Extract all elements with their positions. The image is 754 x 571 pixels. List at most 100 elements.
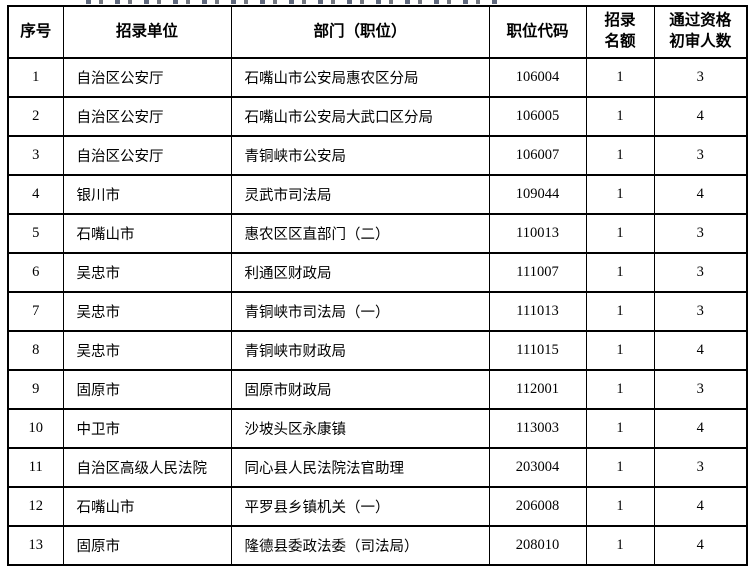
passed-cell: 4 <box>653 408 748 449</box>
seq-cell: 1 <box>7 57 64 98</box>
seq-cell: 5 <box>7 213 64 254</box>
seq-cell: 9 <box>7 369 64 410</box>
table-body: 1 自治区公安厅 石嘴山市公安局惠农区分局 106004 1 3 2 自治区公安… <box>7 57 748 566</box>
passed-cell: 3 <box>653 291 748 332</box>
code-cell: 110013 <box>488 213 587 254</box>
quota-cell: 1 <box>585 447 655 488</box>
dept-cell: 沙坡头区永康镇 <box>230 408 490 449</box>
code-cell: 106007 <box>488 135 587 176</box>
table-row: 3 自治区公安厅 青铜峡市公安局 106007 1 3 <box>7 135 748 176</box>
table-row: 12 石嘴山市 平罗县乡镇机关（一） 206008 1 4 <box>7 486 748 527</box>
passed-cell: 3 <box>653 213 748 254</box>
unit-cell: 自治区公安厅 <box>62 57 232 98</box>
code-cell: 112001 <box>488 369 587 410</box>
passed-cell: 3 <box>653 252 748 293</box>
quota-cell: 1 <box>585 291 655 332</box>
code-cell: 106005 <box>488 96 587 137</box>
table-row: 7 吴忠市 青铜峡市司法局（一） 111013 1 3 <box>7 291 748 332</box>
code-cell: 203004 <box>488 447 587 488</box>
dept-cell: 石嘴山市公安局惠农区分局 <box>230 57 490 98</box>
dept-cell: 青铜峡市公安局 <box>230 135 490 176</box>
seq-cell: 8 <box>7 330 64 371</box>
dept-cell: 灵武市司法局 <box>230 174 490 215</box>
table-row: 2 自治区公安厅 石嘴山市公安局大武口区分局 106005 1 4 <box>7 96 748 137</box>
code-cell: 111007 <box>488 252 587 293</box>
header-quota: 招录 名额 <box>585 5 655 59</box>
unit-cell: 固原市 <box>62 369 232 410</box>
code-cell: 109044 <box>488 174 587 215</box>
passed-cell: 3 <box>653 135 748 176</box>
unit-cell: 石嘴山市 <box>62 213 232 254</box>
code-cell: 113003 <box>488 408 587 449</box>
unit-cell: 吴忠市 <box>62 252 232 293</box>
passed-cell: 3 <box>653 447 748 488</box>
table-row: 10 中卫市 沙坡头区永康镇 113003 1 4 <box>7 408 748 449</box>
quota-cell: 1 <box>585 486 655 527</box>
table-row: 6 吴忠市 利通区财政局 111007 1 3 <box>7 252 748 293</box>
quota-cell: 1 <box>585 330 655 371</box>
quota-cell: 1 <box>585 408 655 449</box>
table-row: 5 石嘴山市 惠农区区直部门（二） 110013 1 3 <box>7 213 748 254</box>
dept-cell: 青铜峡市财政局 <box>230 330 490 371</box>
code-cell: 206008 <box>488 486 587 527</box>
passed-cell: 4 <box>653 525 748 566</box>
quota-cell: 1 <box>585 525 655 566</box>
header-passed: 通过资格 初审人数 <box>653 5 748 59</box>
quota-cell: 1 <box>585 174 655 215</box>
unit-cell: 自治区公安厅 <box>62 135 232 176</box>
unit-cell: 自治区高级人民法院 <box>62 447 232 488</box>
header-dept: 部门（职位） <box>230 5 490 59</box>
dept-cell: 同心县人民法院法官助理 <box>230 447 490 488</box>
table-row: 4 银川市 灵武市司法局 109044 1 4 <box>7 174 748 215</box>
code-cell: 111015 <box>488 330 587 371</box>
seq-cell: 4 <box>7 174 64 215</box>
header-unit: 招录单位 <box>62 5 232 59</box>
unit-cell: 自治区公安厅 <box>62 96 232 137</box>
dept-cell: 利通区财政局 <box>230 252 490 293</box>
unit-cell: 吴忠市 <box>62 330 232 371</box>
dept-cell: 平罗县乡镇机关（一） <box>230 486 490 527</box>
seq-cell: 3 <box>7 135 64 176</box>
quota-cell: 1 <box>585 369 655 410</box>
passed-cell: 4 <box>653 174 748 215</box>
unit-cell: 中卫市 <box>62 408 232 449</box>
dept-cell: 石嘴山市公安局大武口区分局 <box>230 96 490 137</box>
dept-cell: 隆德县委政法委（司法局） <box>230 525 490 566</box>
passed-cell: 3 <box>653 57 748 98</box>
unit-cell: 固原市 <box>62 525 232 566</box>
unit-cell: 石嘴山市 <box>62 486 232 527</box>
seq-cell: 11 <box>7 447 64 488</box>
positions-table: 序号 招录单位 部门（职位） 职位代码 招录 名额 通过资格 初审人数 1 自治… <box>7 5 748 566</box>
seq-cell: 10 <box>7 408 64 449</box>
passed-cell: 4 <box>653 96 748 137</box>
code-cell: 111013 <box>488 291 587 332</box>
table-row: 1 自治区公安厅 石嘴山市公安局惠农区分局 106004 1 3 <box>7 57 748 98</box>
quota-cell: 1 <box>585 252 655 293</box>
code-cell: 208010 <box>488 525 587 566</box>
header-seq: 序号 <box>7 5 64 59</box>
seq-cell: 2 <box>7 96 64 137</box>
passed-cell: 3 <box>653 369 748 410</box>
table-row: 9 固原市 固原市财政局 112001 1 3 <box>7 369 748 410</box>
quota-cell: 1 <box>585 57 655 98</box>
code-cell: 106004 <box>488 57 587 98</box>
unit-cell: 吴忠市 <box>62 291 232 332</box>
clipped-title-fragment <box>86 0 498 4</box>
table-row: 11 自治区高级人民法院 同心县人民法院法官助理 203004 1 3 <box>7 447 748 488</box>
passed-cell: 4 <box>653 486 748 527</box>
header-code: 职位代码 <box>488 5 587 59</box>
passed-cell: 4 <box>653 330 748 371</box>
table-row: 8 吴忠市 青铜峡市财政局 111015 1 4 <box>7 330 748 371</box>
dept-cell: 惠农区区直部门（二） <box>230 213 490 254</box>
dept-cell: 青铜峡市司法局（一） <box>230 291 490 332</box>
seq-cell: 13 <box>7 525 64 566</box>
table-row: 13 固原市 隆德县委政法委（司法局） 208010 1 4 <box>7 525 748 566</box>
quota-cell: 1 <box>585 213 655 254</box>
table-header: 序号 招录单位 部门（职位） 职位代码 招录 名额 通过资格 初审人数 <box>7 5 748 59</box>
unit-cell: 银川市 <box>62 174 232 215</box>
quota-cell: 1 <box>585 96 655 137</box>
seq-cell: 12 <box>7 486 64 527</box>
seq-cell: 7 <box>7 291 64 332</box>
seq-cell: 6 <box>7 252 64 293</box>
